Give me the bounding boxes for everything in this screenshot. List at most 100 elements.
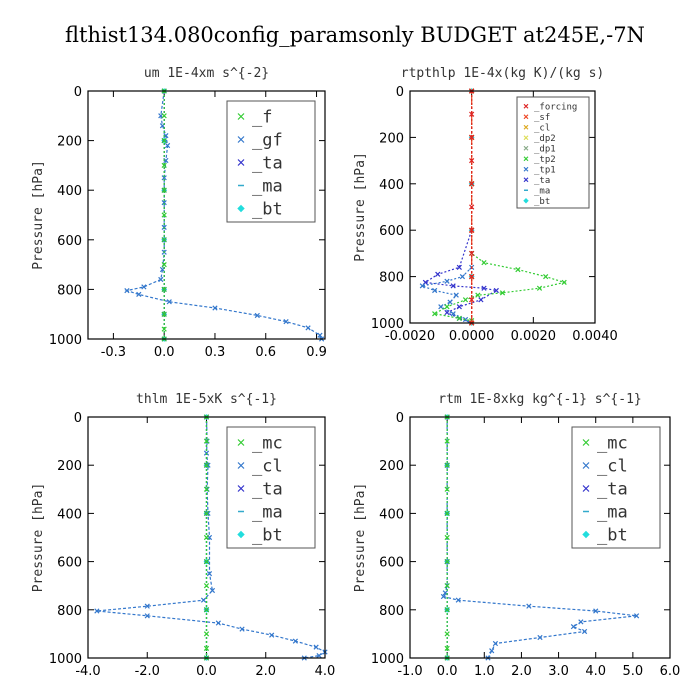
panel-4-xtick-label: 3.0	[548, 664, 569, 679]
panel-3-legend-label: _bt	[252, 525, 283, 545]
panel-4-legend-label: _bt	[597, 525, 628, 545]
panel-1-point-f	[161, 237, 167, 243]
panel-1-ytick-label: 800	[57, 283, 82, 298]
panel-4-point-cl	[455, 597, 461, 603]
panel-1-point-f	[161, 162, 167, 169]
panel-1-point-f	[161, 311, 167, 317]
panel-2-legend-label: _dp1	[534, 144, 556, 154]
panel-2-point-tp2	[475, 292, 481, 298]
panel-4-legend-swatch	[582, 485, 590, 492]
panel-4-point-cl	[492, 640, 499, 647]
panel-1-point-gf	[163, 157, 169, 164]
panel-4-ytick-label: 600	[379, 556, 404, 571]
panel-3-point-cl	[269, 632, 275, 638]
panel-1-point-f	[161, 286, 167, 293]
panel-3-point-cl	[94, 608, 100, 614]
panel-2-point-tp1	[453, 292, 459, 298]
panel-4-point-cl	[526, 603, 532, 609]
panel-1-ytick-label: 600	[57, 234, 82, 249]
panel-2-ytick-label: 600	[379, 224, 404, 239]
panel-1-point-gf	[283, 319, 289, 325]
panel-1-point-gf	[158, 276, 164, 283]
panel-2-legend-label: _tp2	[534, 155, 556, 165]
panel-1-legend-swatch	[237, 159, 245, 166]
panel-1-legend-label: _ta	[252, 153, 283, 173]
panel-1-point-gf	[141, 284, 147, 290]
panel-3-ytick-label: 1000	[49, 652, 82, 667]
panel-2-legend-swatch	[523, 114, 529, 120]
panel-2-line-tp2	[432, 91, 567, 323]
panel-2-legend-label: _ma	[534, 186, 550, 196]
panel-2-legend-swatch	[523, 166, 529, 172]
panel-4-point-mc	[444, 631, 450, 637]
panel-4-ytick-label: 800	[379, 604, 404, 619]
panel-3-xtick-label: 2.0	[255, 664, 276, 679]
panel-4-point-mc	[444, 607, 450, 613]
panel-4-ylabel: Pressure [hPa]	[353, 483, 368, 593]
panel-4-point-mc	[444, 583, 450, 589]
panel-3-point-cl	[316, 652, 322, 659]
panel-3-xtick-label: -2.0	[135, 664, 160, 679]
panel-2-point-ta	[456, 264, 462, 270]
panel-3-point-cl	[209, 587, 216, 594]
panel-4-xtick-label: 5.0	[623, 664, 644, 679]
panel-2-xtick-label: 0.0020	[511, 329, 557, 344]
panel-1-legend-swatch	[237, 204, 245, 213]
panel-1-point-gf	[166, 299, 172, 305]
panel-2-point-forcing	[469, 273, 475, 280]
panel-1-xtick-label: 0.6	[255, 345, 276, 360]
panel-3-point-mc	[203, 486, 210, 492]
panel-2-point-forcing	[469, 111, 475, 117]
panels: um 1E-4xm s^{-2} Pressure [hPa] -0.3 0.0 0.3…	[31, 66, 680, 679]
panel-2: rtpthlp 1E-4x(kg K)/(kg s) Pressure [hPa]…	[353, 66, 618, 344]
panel-2-legend-label: _tp1	[534, 165, 556, 175]
panel-4-title: rtm 1E-8xkg kg^{-1} s^{-1}	[438, 392, 642, 407]
panel-2-ytick-label: 200	[379, 131, 404, 146]
panel-1-point-gf	[161, 175, 167, 181]
panel-4-legend-swatch	[582, 439, 590, 446]
panel-3-point-cl	[206, 571, 213, 577]
panel-1-point-f	[161, 212, 167, 218]
panel-2-legend-label: _sf	[534, 113, 550, 123]
panel-2-point-tp1	[462, 316, 469, 323]
panel-3-point-mc	[203, 607, 210, 613]
panel-3-point-mc	[203, 583, 210, 589]
panel-3-point-mc	[203, 631, 210, 637]
panel-1-legend-label: _f	[252, 107, 272, 127]
panel-3-xtick-label: -4.0	[75, 664, 100, 679]
panel-4-ytick-label: 200	[379, 459, 404, 474]
panel-3-point-cl	[292, 638, 298, 644]
panel-2-point-forcing	[469, 134, 475, 141]
panel-3-frame	[87, 416, 326, 659]
panel-2-point-tp2	[499, 290, 506, 296]
panel-2-ytick-label: 0	[396, 85, 404, 100]
panel-1-ytick-label: 0	[74, 85, 82, 100]
panel-4-legend-swatch	[582, 530, 590, 539]
panel-2-ytick-label: 1000	[371, 317, 404, 332]
panel-1-point-gf	[136, 291, 142, 297]
panel-3-point-mc	[203, 510, 210, 517]
panel-2-point-tp2	[543, 273, 549, 280]
panel-4-point-cl	[537, 634, 543, 641]
panel-4-point-mc	[444, 486, 450, 492]
panel-2-point-forcing	[469, 250, 475, 257]
panel-2-point-ta	[444, 309, 450, 316]
panel-1-xtick-label: 0.9	[306, 345, 327, 360]
panel-2-point-forcing	[469, 204, 475, 210]
panel-4-xtick-label: 4.0	[585, 664, 606, 679]
panel-2-xtick-label: 0.0000	[449, 329, 495, 344]
panel-2-ylabel: Pressure [hPa]	[353, 152, 368, 262]
panel-3-line-cl	[96, 416, 327, 659]
panel-2-point-tp2	[432, 311, 438, 317]
panel-2-line-tp1	[420, 91, 473, 324]
panel-2-legend-swatch	[523, 145, 529, 151]
panel-2-legend-label: _forcing	[534, 102, 577, 112]
panel-2-point-tp1	[432, 287, 438, 294]
panel-2-point-ta	[450, 283, 456, 289]
panel-2-xtick-label: -0.0020	[385, 329, 435, 344]
panel-4-legend-label: _cl	[597, 456, 628, 476]
panel-2-ytick-label: 800	[379, 271, 404, 286]
panel-1-xtick-label: 0.0	[154, 345, 175, 360]
panel-3-legend-swatch	[237, 530, 245, 539]
panel-1-point-f	[161, 326, 167, 332]
